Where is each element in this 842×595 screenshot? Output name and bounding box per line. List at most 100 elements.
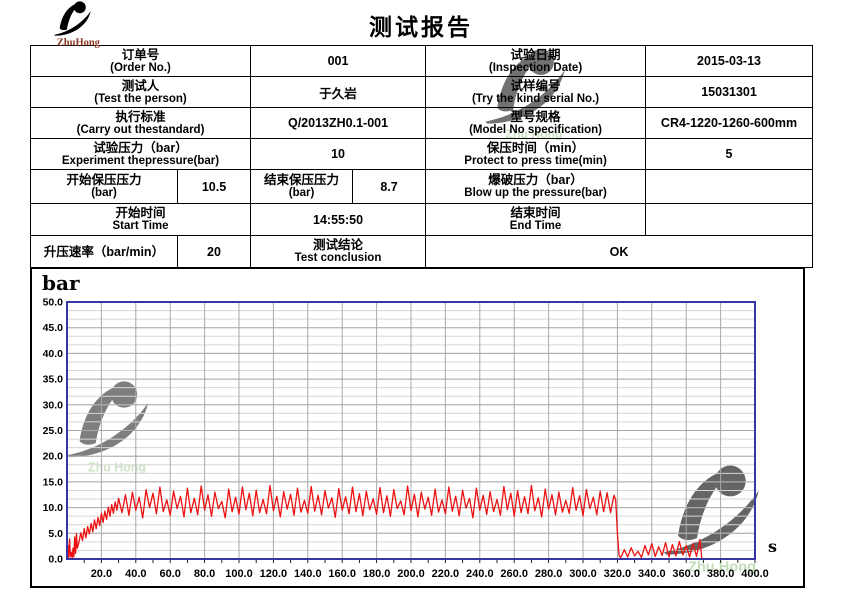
table-cell-value: 于久岩 [250, 76, 427, 108]
label-cn: 开始时间 [115, 206, 166, 220]
x-tick-label: 280.0 [535, 568, 563, 580]
label-en: (Inspection Date) [488, 61, 583, 74]
x-tick-label: 240.0 [466, 568, 494, 580]
y-tick-label: 15.0 [43, 476, 64, 488]
y-tick-label: 40.0 [43, 348, 64, 360]
table-cell-label: 订单号 (Order No.) [29, 45, 252, 77]
label-en: (bar) [288, 187, 315, 199]
x-tick-label: 120.0 [260, 568, 288, 580]
x-tick-label: 180.0 [363, 568, 391, 580]
table-cell-value [645, 203, 814, 236]
x-tick-label: 380.0 [707, 568, 735, 580]
table-cell-label: 结束时间 End Time [425, 203, 647, 236]
label-en: (Model No specification) [469, 123, 602, 136]
value-text: 001 [327, 54, 349, 68]
table-cell-value: 5 [645, 138, 814, 170]
x-tick-label: 320.0 [604, 568, 632, 580]
x-tick-label: 200.0 [397, 568, 425, 580]
label-en: (Test the person) [94, 92, 187, 105]
x-tick-label: 340.0 [638, 568, 666, 580]
table-cell-value: 8.7 [352, 169, 427, 204]
table-cell-label: 试样编号 (Try the kind serial No.) [425, 76, 647, 108]
value-text: 2015-03-13 [697, 54, 761, 68]
x-tick-label: 140.0 [294, 568, 322, 580]
label-en: Protect to press time(min) [464, 154, 607, 167]
label-cn: 订单号 [121, 47, 160, 62]
table-row: 订单号 (Order No.) 001 试验日期 (Inspection Date) 20… [29, 45, 814, 77]
y-tick-label: 25.0 [43, 425, 64, 437]
table-cell-label: 试验日期 (Inspection Date) [425, 45, 647, 77]
table-cell-value: 2015-03-13 [645, 45, 814, 77]
label-cn: 试验日期 [510, 47, 561, 62]
label-cn: 结束保压压力 [264, 173, 340, 187]
table-row: 测试人 (Test the person) 于久岩 试样编号 (Try the kind… [29, 76, 814, 108]
label-cn: 执行标准 [115, 109, 166, 124]
label-cn: 开始保压压力 [66, 173, 142, 187]
y-tick-label: 5.0 [48, 528, 63, 540]
x-axis-unit-label: s [768, 537, 778, 556]
table-cell-value: OK [425, 235, 814, 268]
value-text: 20 [207, 244, 221, 259]
table-cell-value: 20 [176, 235, 252, 268]
table-cell-label: 测试结论 Test conclusion [250, 235, 427, 268]
label-en: Start Time [112, 220, 169, 232]
zhuhong-logo-text: ZhuHong [57, 37, 101, 48]
label-cn: 保压时间（min） [486, 140, 585, 155]
value-text: OK [609, 244, 629, 259]
table-row: 试验压力（bar） Experiment thepressure(bar) 10 保压… [29, 138, 814, 170]
label-cn: 测试人 [121, 78, 160, 93]
label-en: (Try the kind serial No.) [471, 92, 600, 105]
label-cn: 试样编号 [510, 78, 561, 93]
value-text: 15031301 [701, 85, 757, 99]
value-text: 5 [725, 147, 733, 161]
table-cell-label: 开始保压压力 (bar) [30, 169, 178, 204]
x-tick-label: 260.0 [500, 568, 528, 580]
value-text: 8.7 [380, 179, 398, 194]
y-tick-label: 10.0 [43, 502, 64, 514]
table-cell-value: 10 [250, 138, 427, 170]
label-cn: 测试结论 [313, 238, 364, 252]
label-en: (bar) [91, 187, 117, 199]
table-cell-value: 14:55:50 [250, 203, 427, 236]
x-tick-label: 80.0 [194, 568, 215, 580]
y-tick-label: 0.0 [48, 554, 63, 566]
y-tick-label: 50.0 [43, 297, 64, 309]
label-en: Blow up the pressure(bar) [464, 187, 607, 199]
zhuhong-logo: ZhuHong [54, 1, 101, 48]
label-cn: 结束时间 [510, 206, 561, 220]
table-cell-label: 升压速率（bar/min） [30, 235, 178, 268]
y-tick-label: 35.0 [43, 374, 64, 386]
x-tick-label: 220.0 [432, 568, 460, 580]
x-tick-label: 360.0 [672, 568, 700, 580]
x-tick-label: 400.0 [741, 568, 769, 580]
x-tick-label: 100.0 [225, 568, 253, 580]
label-en: (Order No.) [110, 61, 171, 74]
table-cell-value: 15031301 [645, 76, 814, 108]
y-tick-label: 20.0 [43, 451, 64, 463]
value-text: Q/2013ZH0.1-001 [287, 116, 389, 130]
table-row: 开始时间 Start Time 14:55:50 结束时间 End Time [29, 203, 814, 236]
table-cell-label: 开始时间 Start Time [29, 203, 252, 236]
label-en: (Carry out thestandard) [76, 123, 205, 136]
table-row: 执行标准 (Carry out thestandard) Q/2013ZH0.1-0… [29, 107, 814, 139]
pressure-chart: bar s 0.0 5.0 10.0 15.0 20.0 25.0 30.0 35.0 40.0… [30, 267, 805, 588]
x-tick-label: 20.0 [91, 568, 112, 580]
table-row: 升压速率（bar/min） 20 测试结论 Test conclusion OK [30, 235, 814, 268]
table-cell-label: 试验压力（bar） Experiment thepressure(bar) [29, 138, 252, 170]
x-tick-label: 160.0 [328, 568, 356, 580]
x-tick-label: 300.0 [569, 568, 597, 580]
value-text: CR4-1220-1260-600mm [660, 116, 798, 130]
table-cell-value: 10.5 [176, 169, 252, 204]
x-tick-label: 40.0 [125, 568, 146, 580]
table-cell-value [645, 169, 814, 204]
table-cell-label: 结束保压压力 (bar) [250, 169, 354, 204]
value-text: 10 [331, 147, 345, 161]
label-cn: 爆破压力（bar） [488, 173, 583, 187]
pressure-time-plot: 0.0 5.0 10.0 15.0 20.0 25.0 30.0 35.0 40.0 45.0 50… [43, 297, 769, 581]
table-cell-label: 爆破压力（bar） Blow up the pressure(bar) [425, 169, 647, 204]
value-text: 14:55:50 [313, 212, 364, 227]
label-en: Experiment thepressure(bar) [61, 154, 220, 167]
table-cell-label: 测试人 (Test the person) [29, 76, 252, 108]
table-cell-value: Q/2013ZH0.1-001 [250, 107, 427, 139]
table-cell-label: 型号规格 (Model No specification) [425, 107, 647, 139]
